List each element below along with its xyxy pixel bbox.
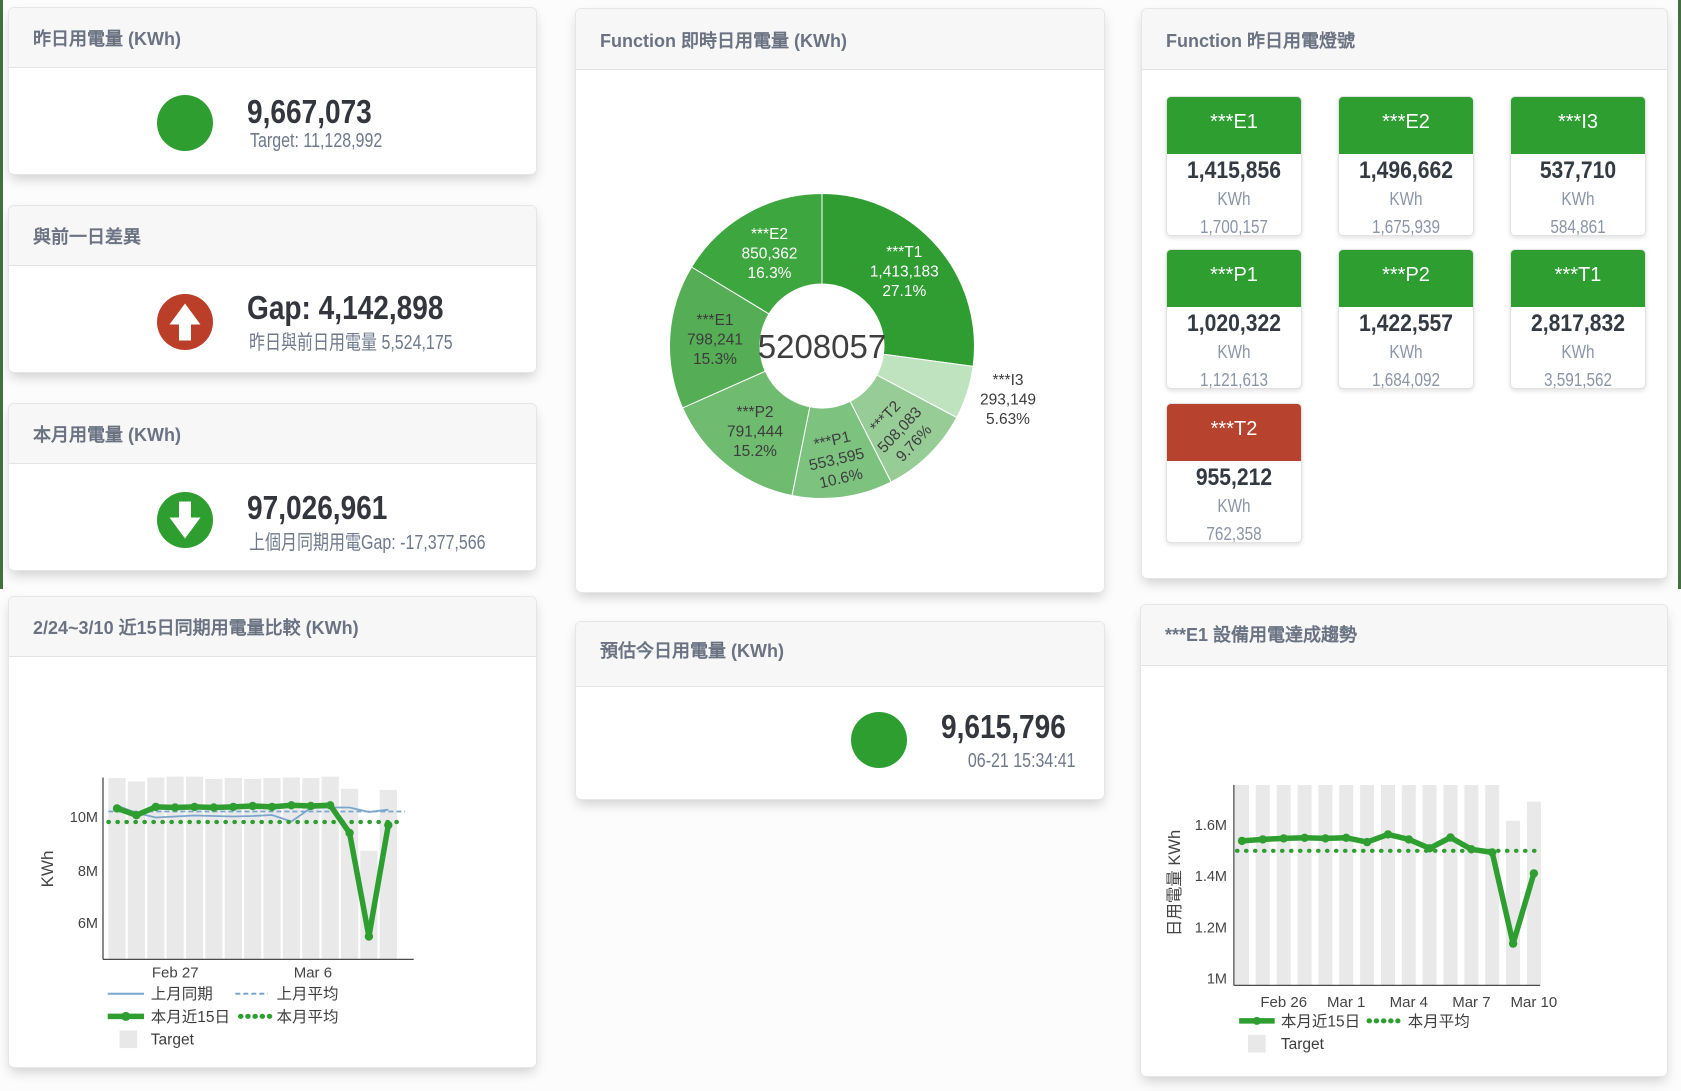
svg-text:1.6M: 1.6M: [1195, 818, 1227, 834]
svg-text:本月近15日: 本月近15日: [1281, 1013, 1360, 1031]
svg-text:Feb 26: Feb 26: [1260, 994, 1307, 1011]
svg-text:***E2: ***E2: [751, 226, 788, 243]
svg-text:上月同期: 上月同期: [151, 985, 213, 1003]
svg-text:798,241: 798,241: [687, 332, 743, 349]
svg-text:850,362: 850,362: [741, 245, 797, 262]
svg-text:本月近15日: 本月近15日: [151, 1008, 230, 1026]
svg-text:***I3: ***I3: [992, 372, 1023, 389]
svg-text:Target: Target: [1281, 1036, 1325, 1053]
svg-text:Mar 1: Mar 1: [1327, 994, 1365, 1011]
svg-text:5208057: 5208057: [758, 328, 886, 365]
svg-text:5.63%: 5.63%: [986, 411, 1030, 428]
svg-text:***P2: ***P2: [736, 404, 773, 421]
svg-text:293,149: 293,149: [980, 391, 1036, 408]
svg-text:Mar 10: Mar 10: [1511, 994, 1558, 1011]
svg-text:6M: 6M: [78, 916, 98, 932]
svg-text:16.3%: 16.3%: [748, 265, 792, 282]
svg-text:***E1: ***E1: [696, 312, 733, 329]
svg-text:本月平均: 本月平均: [277, 1008, 339, 1026]
svg-text:Mar 6: Mar 6: [294, 965, 332, 982]
svg-text:Target: Target: [151, 1032, 195, 1049]
svg-text:10M: 10M: [70, 810, 98, 826]
svg-text:本月平均: 本月平均: [1408, 1013, 1470, 1031]
svg-text:791,444: 791,444: [727, 424, 783, 441]
svg-text:1.2M: 1.2M: [1195, 921, 1227, 937]
svg-text:27.1%: 27.1%: [882, 283, 926, 300]
svg-text:Mar 7: Mar 7: [1452, 994, 1490, 1011]
svg-text:1,413,183: 1,413,183: [870, 263, 939, 280]
svg-text:8M: 8M: [78, 864, 98, 880]
svg-text:Mar 4: Mar 4: [1390, 994, 1428, 1011]
svg-text:1.4M: 1.4M: [1195, 869, 1227, 885]
svg-text:15.2%: 15.2%: [733, 443, 777, 460]
svg-text:日用電量 KWh: 日用電量 KWh: [1166, 830, 1184, 936]
svg-text:1M: 1M: [1207, 972, 1227, 988]
svg-text:15.3%: 15.3%: [693, 351, 737, 368]
svg-text:KWh: KWh: [38, 851, 57, 888]
svg-text:***T1: ***T1: [886, 244, 922, 261]
svg-text:上月平均: 上月平均: [277, 985, 339, 1003]
svg-text:Feb 27: Feb 27: [152, 965, 199, 982]
